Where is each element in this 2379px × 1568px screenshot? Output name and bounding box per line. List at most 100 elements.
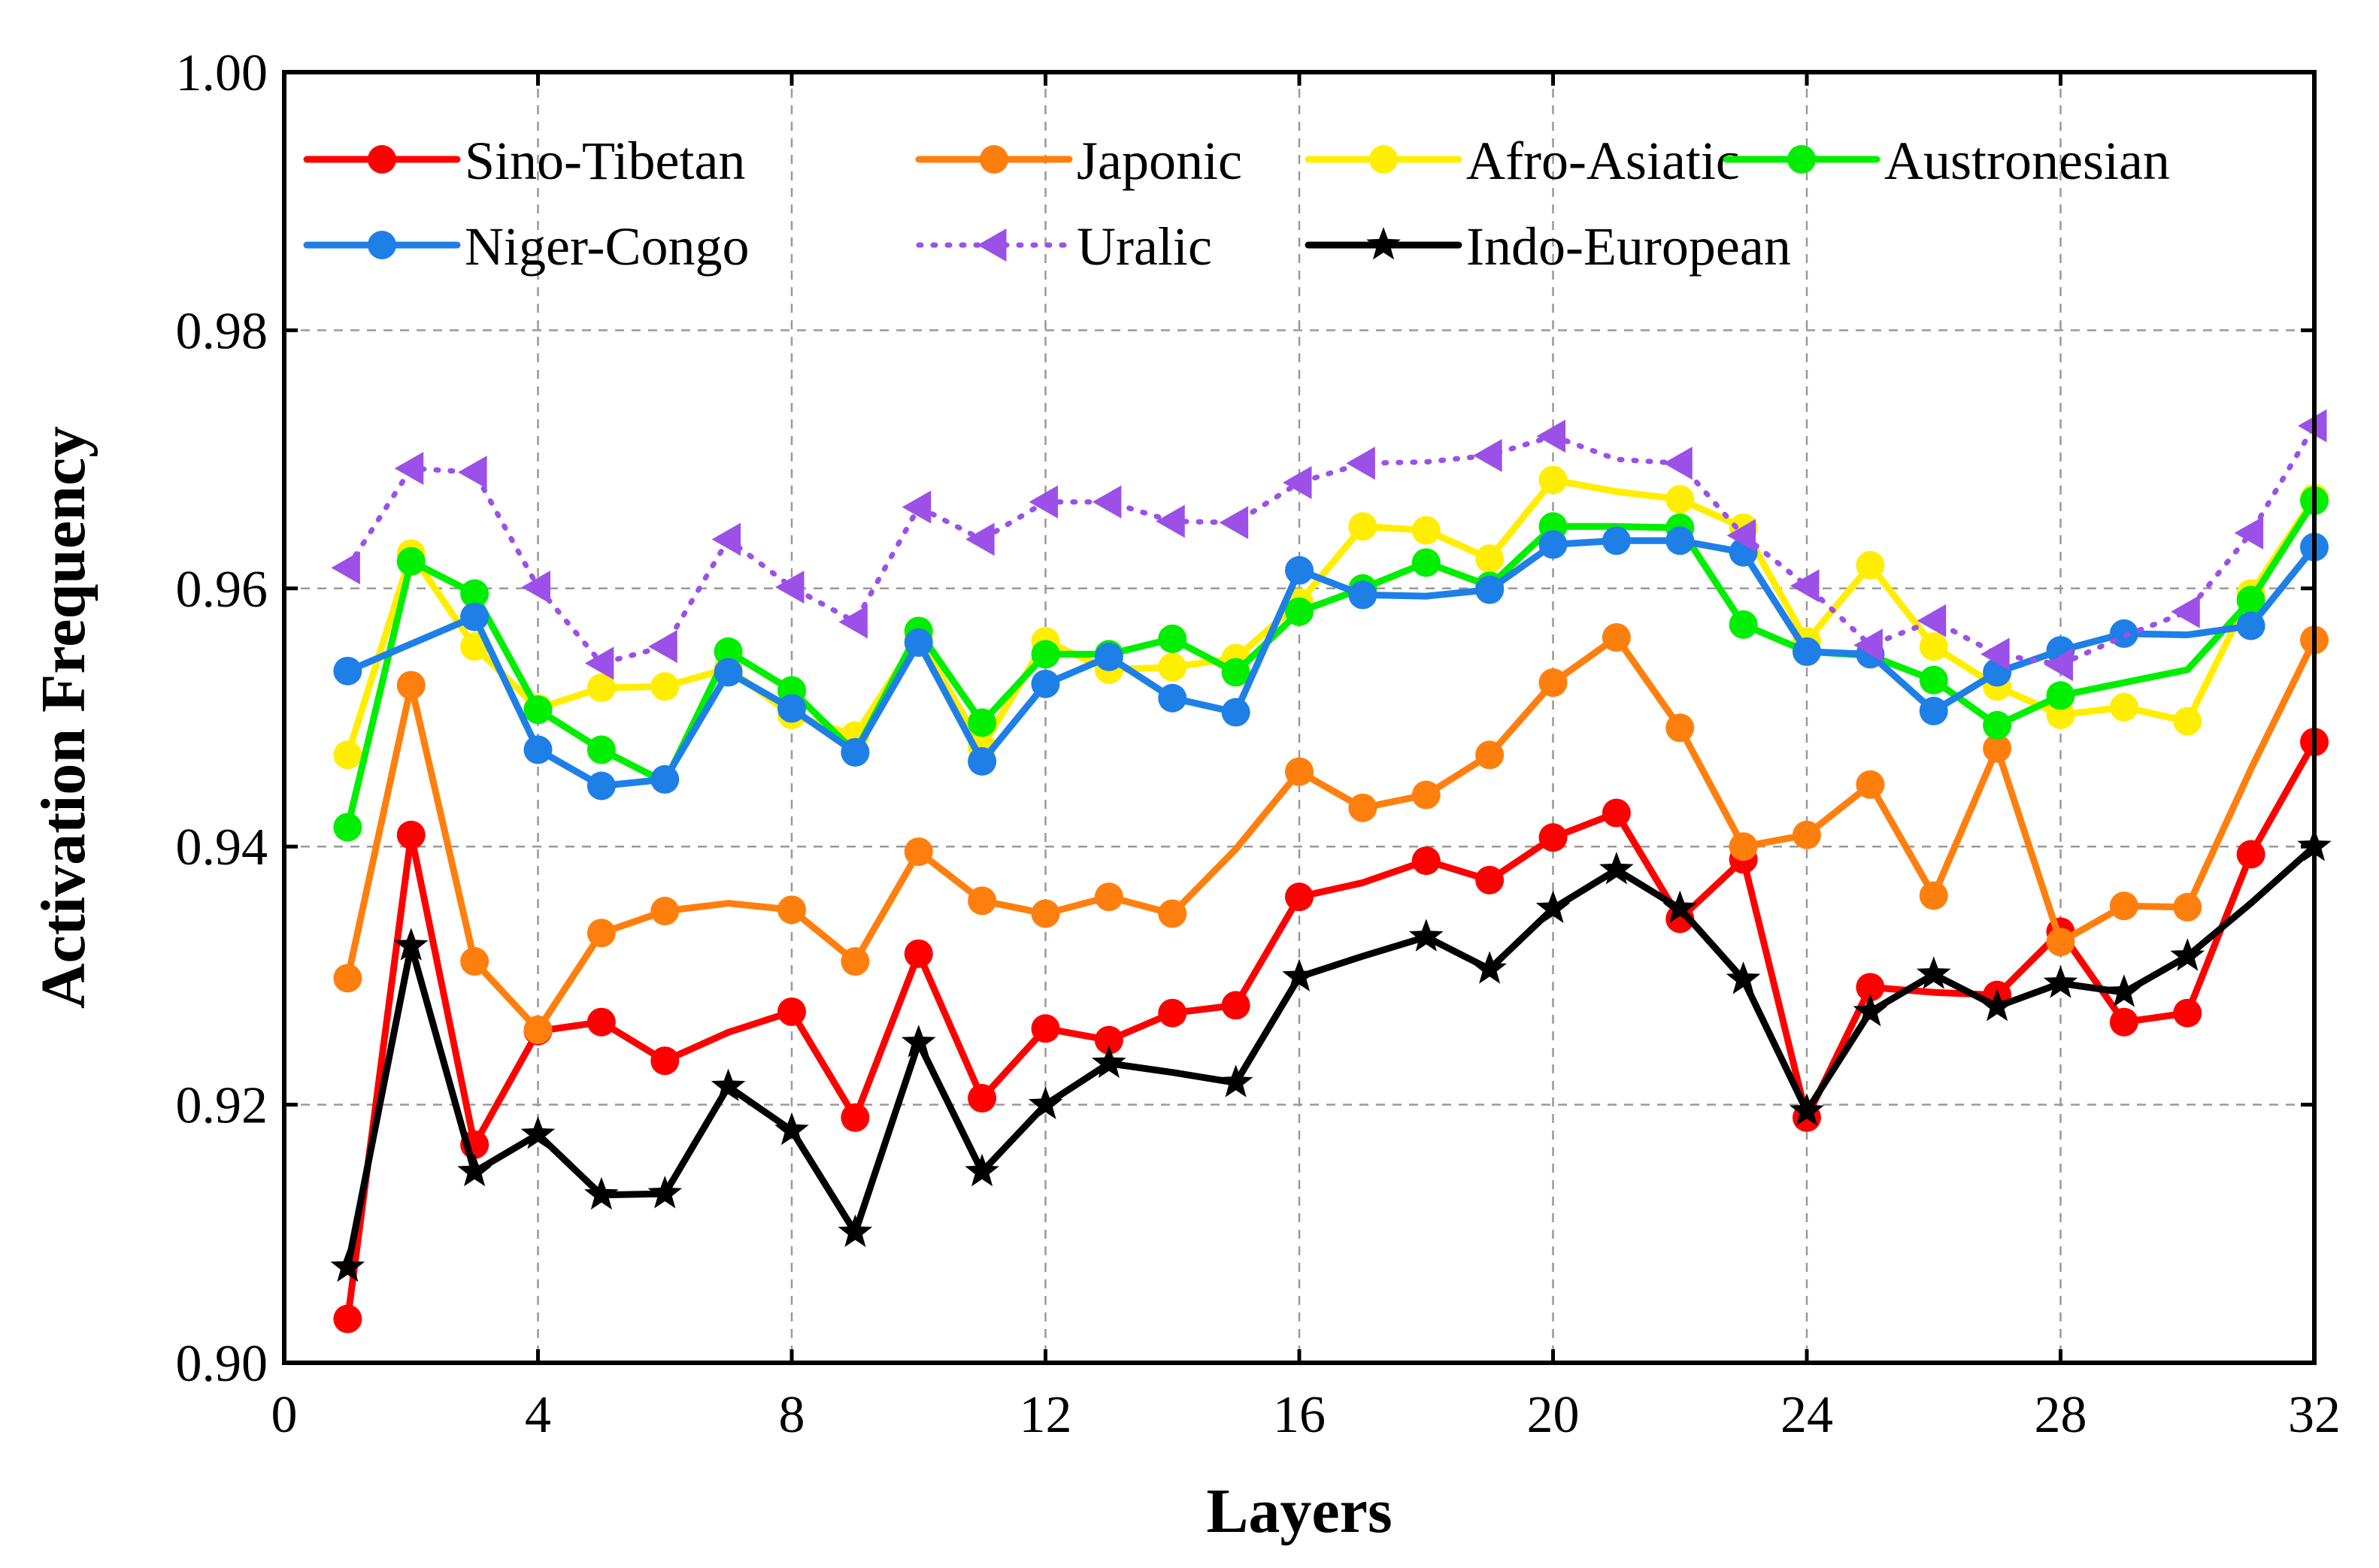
austronesian-point: [1158, 624, 1187, 653]
austronesian-point: [1221, 658, 1250, 687]
niger-congo-line: [344, 537, 2318, 789]
indo-european-point: [1092, 1045, 1126, 1079]
sino-tibetan-point: [968, 1084, 997, 1113]
niger-congo-point: [1665, 526, 1695, 555]
niger-congo-point: [1919, 696, 1948, 725]
series-sino-tibetan: [333, 728, 2329, 1333]
afro-asiatic-point: [2173, 707, 2202, 736]
indo-european-point: [774, 1112, 809, 1146]
japonic-point: [333, 964, 362, 993]
niger-congo-point: [1538, 530, 1568, 559]
legend-marker: [977, 229, 1007, 262]
legend-entry-sino-tibetan: Sino-Tibetan: [303, 131, 745, 191]
japonic-point: [777, 895, 806, 925]
legend-marker: [368, 231, 396, 259]
afro-asiatic-point: [1919, 632, 1948, 661]
uralic-point: [584, 646, 614, 680]
x-tick-label: 28: [2035, 1386, 2087, 1444]
austronesian-point: [1919, 665, 1948, 695]
uralic-point: [1536, 419, 1565, 453]
austronesian-point: [1285, 597, 1314, 626]
japonic-point: [1285, 757, 1314, 786]
austronesian-point: [586, 735, 616, 764]
niger-congo-point: [1158, 683, 1187, 713]
x-tick-label: 32: [2288, 1386, 2341, 1444]
y-tick-label: 0.94: [176, 819, 268, 876]
niger-congo-point: [586, 771, 616, 801]
legend-marker: [980, 145, 1008, 174]
austronesian-point: [523, 695, 553, 725]
austronesian-point: [333, 813, 362, 842]
uralic-point: [1663, 446, 1693, 480]
sino-tibetan-point: [1475, 865, 1505, 894]
legend-label: Indo-European: [1466, 216, 1791, 277]
indo-european-point: [711, 1068, 746, 1101]
legend-entry-niger-congo: Niger-Congo: [303, 216, 750, 277]
niger-congo-point: [1031, 669, 1060, 698]
sino-tibetan-point: [2236, 840, 2265, 869]
indo-european-point: [393, 928, 429, 961]
japonic-point: [1729, 832, 1758, 861]
legend-marker: [1366, 227, 1401, 260]
series-lines: [330, 409, 2332, 1333]
japonic-point: [1475, 740, 1505, 770]
japonic-point: [586, 919, 616, 948]
sino-tibetan-point: [1221, 991, 1250, 1020]
afro-asiatic-point: [1348, 512, 1377, 541]
indo-european-point: [1282, 958, 1317, 991]
uralic-point: [1917, 604, 1947, 637]
uralic-point: [1853, 628, 1883, 662]
japonic-point: [841, 947, 870, 976]
x-tick-label: 8: [779, 1386, 805, 1444]
x-tick-label: 0: [271, 1386, 298, 1444]
japonic-point: [1348, 793, 1377, 822]
austronesian-point: [460, 579, 489, 608]
sino-tibetan-point: [650, 1046, 680, 1076]
niger-congo-point: [650, 764, 680, 794]
japonic-point: [1919, 881, 1948, 910]
japonic-point: [2109, 891, 2138, 921]
afro-asiatic-point: [2109, 692, 2138, 722]
uralic-point: [1219, 506, 1249, 540]
uralic-line: [344, 423, 2317, 667]
afro-asiatic-point: [1538, 465, 1568, 495]
japonic-point: [1411, 780, 1441, 810]
niger-congo-point: [1602, 526, 1631, 555]
sino-tibetan-point: [1856, 973, 1885, 1002]
series-indo-european: [330, 828, 2332, 1282]
uralic-point: [1283, 466, 1312, 500]
series-japonic: [333, 623, 2329, 1045]
indo-european-point: [2170, 938, 2205, 971]
uralic-point: [1029, 485, 1058, 519]
japonic-point: [650, 897, 680, 926]
japonic-point: [1158, 899, 1187, 928]
indo-european-point: [1599, 852, 1634, 885]
indo-european-point: [1472, 951, 1507, 984]
uralic-point: [1980, 637, 2010, 671]
niger-congo-point: [1094, 642, 1123, 671]
niger-congo-point: [1348, 580, 1377, 610]
indo-european-point: [1790, 1093, 1824, 1126]
legend-entry-uralic: Uralic: [916, 216, 1212, 277]
legend-label: Uralic: [1077, 216, 1212, 277]
niger-congo-point: [968, 746, 997, 776]
sino-tibetan-line: [344, 738, 2318, 1323]
legend-marker: [368, 145, 396, 174]
niger-congo-point: [1475, 575, 1505, 604]
japonic-point: [1031, 899, 1060, 928]
austronesian-point: [2046, 681, 2075, 710]
sino-tibetan-point: [2109, 1007, 2138, 1037]
indo-european-point: [520, 1116, 556, 1149]
x-tick-label: 4: [525, 1386, 551, 1444]
afro-asiatic-point: [650, 672, 680, 701]
japonic-point: [1538, 668, 1568, 698]
legend-entry-afro-asiatic: Afro-Asiatic: [1305, 131, 1740, 191]
legend-marker: [1787, 145, 1816, 174]
indo-european-point: [901, 1025, 936, 1058]
sino-tibetan-point: [1285, 882, 1314, 912]
legend-label: Japonic: [1077, 131, 1242, 191]
afro-asiatic-point: [1475, 544, 1505, 574]
niger-congo-point: [1285, 555, 1314, 585]
niger-congo-point: [333, 656, 362, 686]
